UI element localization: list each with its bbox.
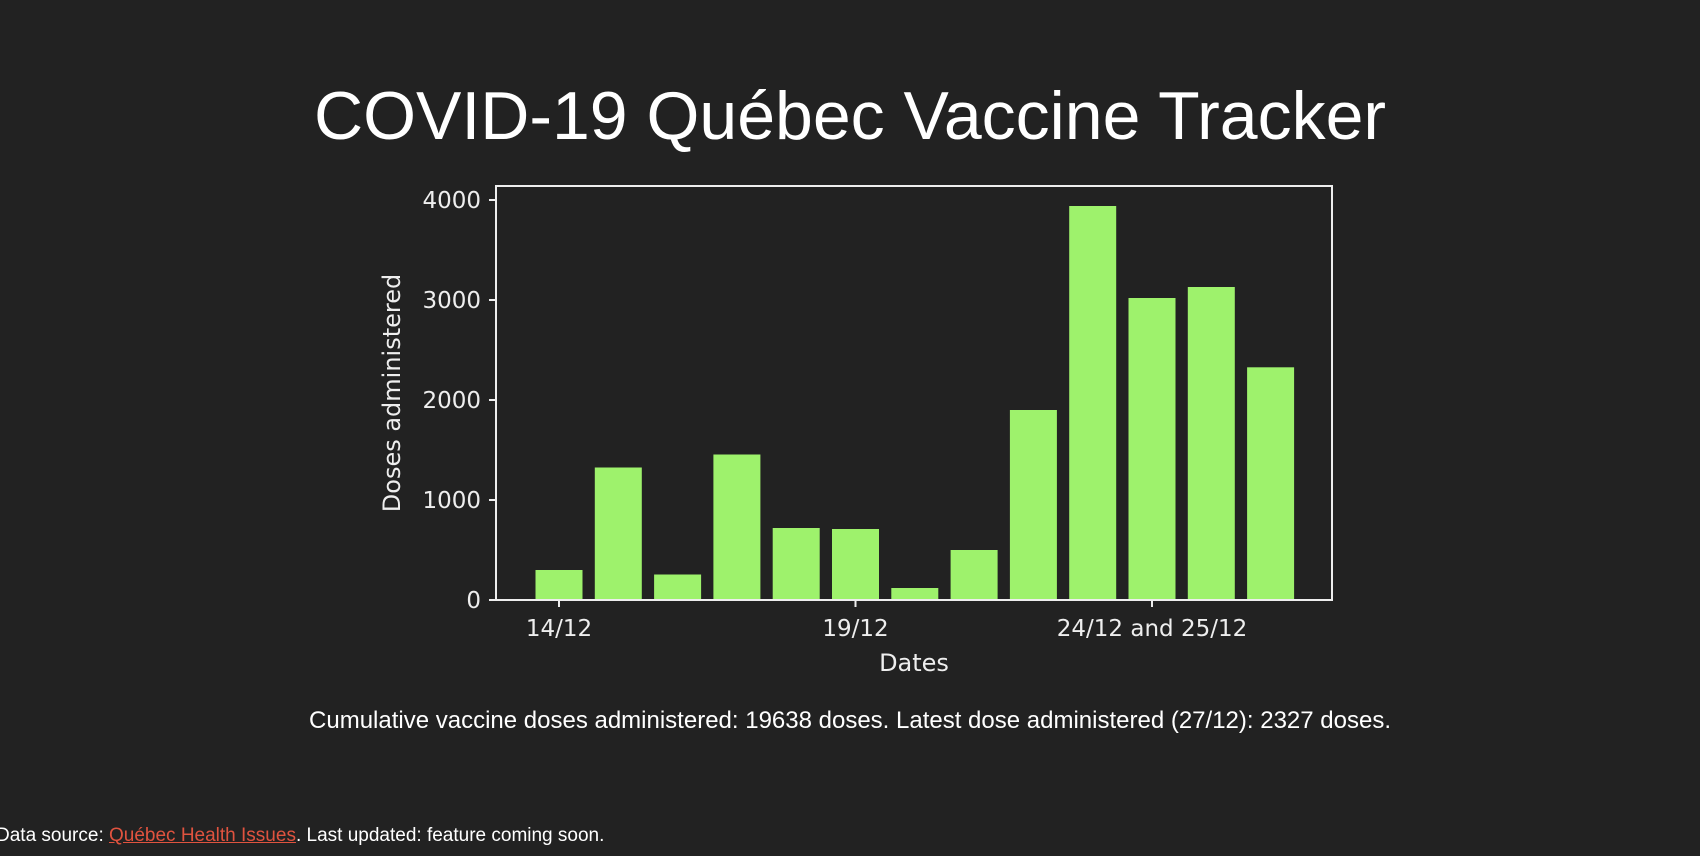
footer-suffix: . Last updated: feature coming soon.	[295, 825, 605, 846]
x-axis-label: Dates	[879, 649, 949, 677]
bar-14-12	[535, 570, 583, 600]
x-tick-label: 14/12	[526, 616, 592, 642]
summary-text: Cumulative vaccine doses administered: 1…	[309, 707, 1391, 734]
y-tick-label: 0	[466, 588, 481, 614]
x-tick-label: 19/12	[822, 616, 888, 642]
y-tick-label: 4000	[422, 188, 481, 214]
footer-prefix: Data source:	[0, 825, 109, 846]
bar-21-12	[950, 550, 998, 600]
bar-16-12	[654, 574, 702, 600]
bar-19-12	[832, 529, 879, 600]
data-source-link[interactable]: Québec Health Issues	[109, 825, 296, 846]
bar-15-12	[594, 467, 642, 600]
x-axis: 14/12 19/12 24/12 and 25/12	[526, 600, 1247, 642]
x-tick-label: 24/12 and 25/12	[1057, 616, 1247, 642]
footer: Data source: Québec Health Issues. Last …	[0, 826, 604, 845]
y-axis-label: Doses administered	[378, 274, 406, 512]
y-tick-label: 3000	[422, 288, 481, 314]
bar-26-12	[1187, 287, 1235, 600]
bar-23-12	[1069, 206, 1117, 600]
y-axis: 0 1000 2000 3000 4000	[422, 188, 496, 614]
page-title: COVID-19 Québec Vaccine Tracker	[313, 78, 1387, 154]
bar-24-12-and-25-12	[1128, 298, 1176, 600]
bar-18-12	[772, 528, 820, 600]
bar-27-12	[1247, 367, 1295, 600]
plot-frame	[495, 185, 1333, 601]
bars-group	[535, 206, 1295, 600]
bar-22-12	[1009, 410, 1057, 600]
doses-bar-chart: 0 1000 2000 3000 4000 14/12 19/12 24/12 and 25…	[378, 185, 1333, 677]
bar-20-12	[891, 588, 939, 600]
y-tick-label: 2000	[422, 388, 481, 414]
bar-17-12	[713, 454, 761, 600]
y-tick-label: 1000	[422, 488, 481, 514]
